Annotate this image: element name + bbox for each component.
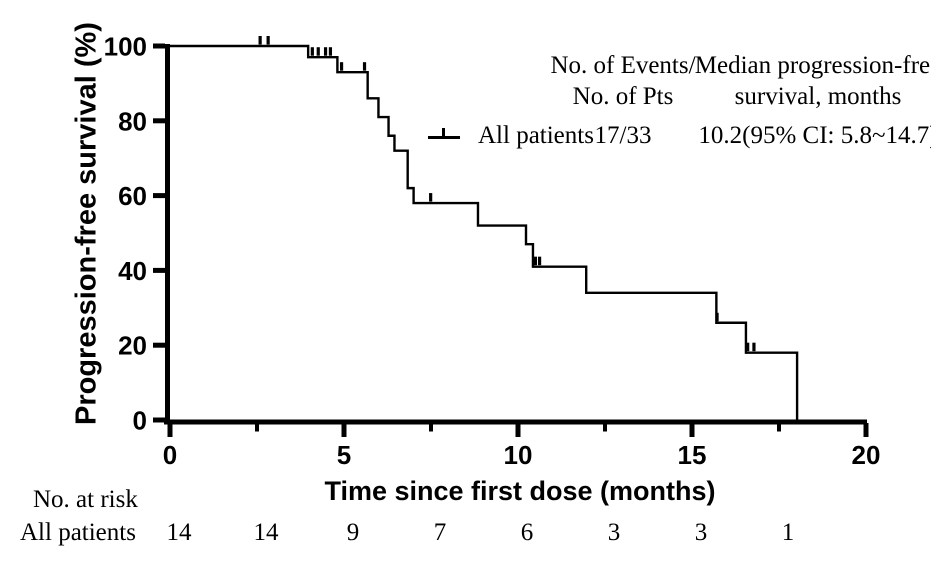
x-tick-labels: 0 5 10 15 20 xyxy=(163,440,881,470)
x-tick-label: 15 xyxy=(678,440,707,470)
y-ticks xyxy=(153,43,165,423)
km-curve-symbol-icon xyxy=(428,127,460,139)
risk-count: 14 xyxy=(253,519,279,546)
risk-count: 14 xyxy=(166,519,192,546)
censor-marks xyxy=(258,36,756,352)
risk-row-label: All patients xyxy=(20,519,136,546)
x-ticks xyxy=(167,423,869,437)
risk-count: 3 xyxy=(607,519,621,546)
symbol-line xyxy=(428,136,460,139)
legend-median-header: Median progression-free survival, months xyxy=(693,50,931,112)
y-tick-label: 60 xyxy=(118,181,147,211)
y-tick-labels: 0 20 40 60 80 100 xyxy=(104,32,147,436)
x-axis-title: Time since first dose (months) xyxy=(324,476,716,506)
legend-series-label: All patients xyxy=(478,122,594,149)
risk-count: 9 xyxy=(346,519,360,546)
risk-table-title: No. at risk xyxy=(33,486,138,513)
axes xyxy=(164,44,867,425)
legend-median-value: 10.2(95% CI: 5.8~14.7) xyxy=(698,122,931,149)
legend-events-header-line1: No. of Events/ xyxy=(550,52,696,79)
y-tick-label: 100 xyxy=(104,32,147,62)
legend-events-header-line2: No. of Pts xyxy=(572,83,674,110)
risk-count: 7 xyxy=(433,519,447,546)
risk-count: 3 xyxy=(694,519,708,546)
x-tick-label: 10 xyxy=(504,440,533,470)
x-tick-label: 0 xyxy=(163,440,177,470)
y-axis-title: Progression-free survival (%) xyxy=(70,22,103,426)
legend-median-header-line1: Median progression-free xyxy=(694,52,931,79)
y-tick-label: 80 xyxy=(118,106,147,136)
x-tick-label: 20 xyxy=(852,440,881,470)
symbol-censor-tick xyxy=(442,128,445,137)
y-tick-label: 20 xyxy=(118,331,147,361)
km-curve xyxy=(168,44,799,420)
risk-count: 1 xyxy=(781,519,795,546)
y-tick-label: 40 xyxy=(118,256,147,286)
y-tick-label: 0 xyxy=(133,406,147,436)
legend-median-header-line2: survival, months xyxy=(734,83,902,110)
x-tick-label: 5 xyxy=(337,440,351,470)
legend-events-header: No. of Events/ No. of Pts xyxy=(523,50,723,112)
risk-count: 6 xyxy=(520,519,534,546)
legend-events-value: 17/33 xyxy=(594,122,652,149)
